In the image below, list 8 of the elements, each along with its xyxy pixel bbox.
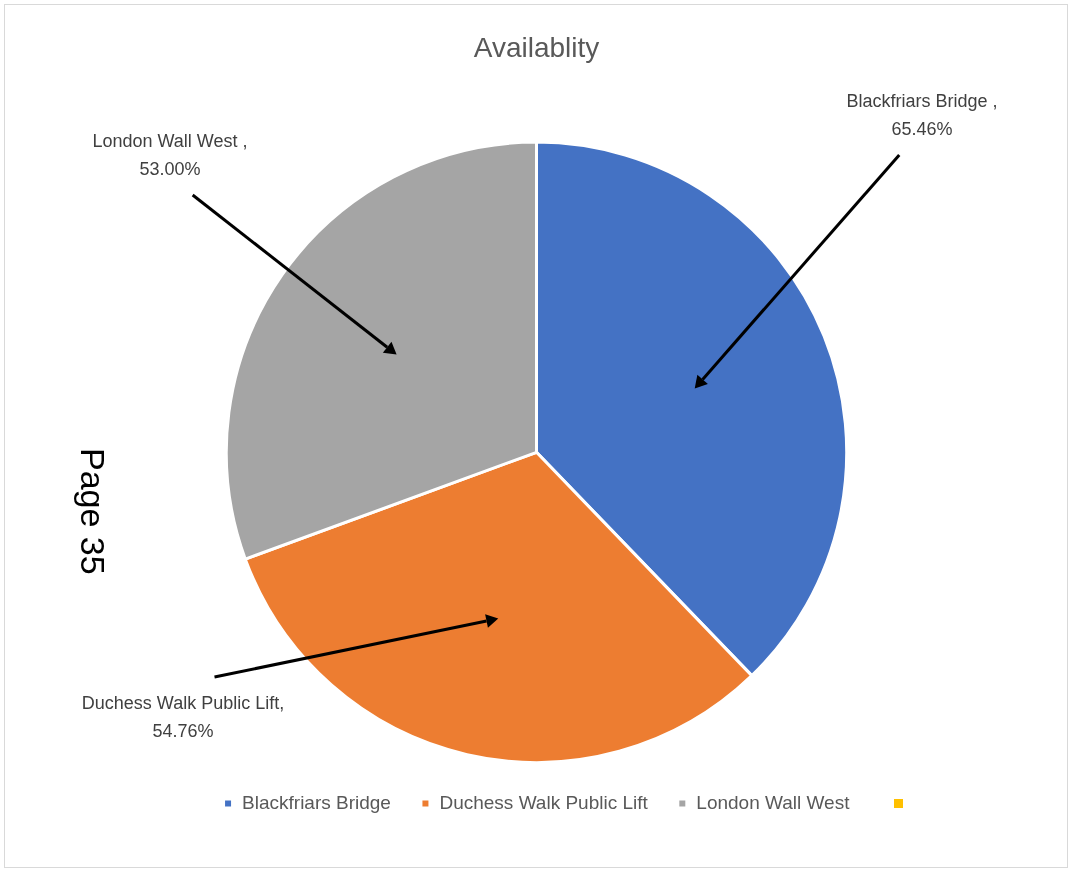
chart-title: Availablity [473,31,600,63]
text: Page 35 [73,448,112,575]
legend-label: London Wall West [696,791,851,813]
data-label: London Wall West , 53.00% [92,130,248,179]
legend-label: Duchess Walk Public Lift [439,791,649,813]
data-label: Duchess Walk Public Lift, 54.76% [81,692,285,741]
legend-label: Blackfriars Bridge [242,791,391,813]
data-label: Blackfriars Bridge , 65.46% [846,90,998,139]
